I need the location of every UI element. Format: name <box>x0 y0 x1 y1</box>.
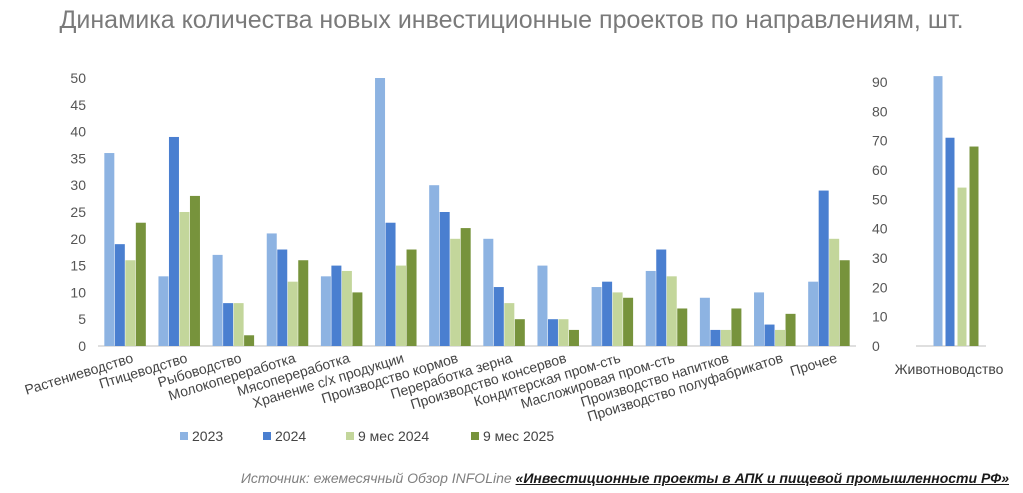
right-y-tick-label: 90 <box>872 74 888 90</box>
bar-растениеводство-2024 <box>114 244 125 346</box>
bar-птицеводство-9-мес-2025 <box>189 195 200 346</box>
bar-производство-напитков-2023 <box>699 297 710 346</box>
right-y-tick-label: 0 <box>872 338 880 354</box>
legend-swatch-2024 <box>263 432 271 440</box>
bar-молокопереработка-9-мес-2025 <box>298 260 309 346</box>
y-tick-label: 45 <box>70 97 86 113</box>
y-tick-label: 10 <box>70 284 86 300</box>
bar-хранение-с-х-продукции-9-мес-2025 <box>406 249 417 346</box>
source-note: Источник: ежемесячный Обзор INFOLine «Ин… <box>241 470 1009 486</box>
bar-переработка-зерна-9-мес-2025 <box>514 319 525 346</box>
bar-кондитерская-пром-сть-9-мес-2024 <box>612 292 623 346</box>
bar-растениеводство-2023 <box>104 153 115 346</box>
x-category-label: Прочее <box>788 350 839 379</box>
bar-молокопереработка-2024 <box>277 249 288 346</box>
bar-производство-напитков-2024 <box>710 329 721 346</box>
bar-птицеводство-9-мес-2024 <box>179 212 190 346</box>
bar-рыбоводство-2023 <box>212 254 223 346</box>
bar-хранение-с-х-продукции-2023 <box>375 78 386 346</box>
bar-птицеводство-2024 <box>168 136 179 346</box>
bar-производство-полуфабрикатов-9-мес-2024 <box>775 329 786 346</box>
source-link[interactable]: «Инвестиционные проекты в АПК и пищевой … <box>515 470 1009 486</box>
bar-животноводство-2024 <box>945 137 955 346</box>
right-y-tick-label: 50 <box>872 191 888 207</box>
legend-swatch-9-мес-2024 <box>346 432 354 440</box>
bar-масложировая-пром-сть-2023 <box>645 270 656 346</box>
right-y-tick-label: 30 <box>872 250 888 266</box>
bar-производство-полуфабрикатов-9-мес-2025 <box>785 313 796 346</box>
y-tick-label: 50 <box>70 70 86 86</box>
bar-переработка-зерна-2024 <box>493 287 504 346</box>
bar-прочее-9-мес-2024 <box>829 238 840 346</box>
bar-масложировая-пром-сть-2024 <box>656 249 667 346</box>
right-y-tick-label: 40 <box>872 221 888 237</box>
bar-мясопереработка-2023 <box>320 276 331 346</box>
bar-кондитерская-пром-сть-2023 <box>591 287 602 346</box>
bar-производство-консервов-9-мес-2024 <box>558 319 569 346</box>
chart-title: Динамика количества новых инвестиционные… <box>59 6 964 34</box>
bar-кондитерская-пром-сть-9-мес-2025 <box>623 297 634 346</box>
bar-производство-кормов-2023 <box>429 185 440 346</box>
bar-прочее-9-мес-2025 <box>839 260 850 346</box>
bar-рыбоводство-9-мес-2025 <box>244 335 255 346</box>
bar-производство-кормов-9-мес-2025 <box>460 228 471 346</box>
bar-кондитерская-пром-сть-2024 <box>602 281 613 346</box>
y-tick-label: 40 <box>70 124 86 140</box>
bar-хранение-с-х-продукции-2024 <box>385 222 396 346</box>
y-tick-label: 0 <box>78 338 86 354</box>
bar-прочее-2024 <box>818 190 829 346</box>
bar-производство-кормов-9-мес-2024 <box>450 238 461 346</box>
chart-canvas: 05101520253035404550РастениеводствоПтице… <box>23 70 1004 444</box>
bar-производство-напитков-9-мес-2025 <box>731 308 742 346</box>
y-tick-label: 5 <box>78 311 86 327</box>
bar-масложировая-пром-сть-9-мес-2024 <box>666 276 677 346</box>
bar-молокопереработка-9-мес-2024 <box>287 281 298 346</box>
bar-рыбоводство-2024 <box>223 303 234 346</box>
bar-птицеводство-2023 <box>158 276 169 346</box>
y-tick-label: 15 <box>70 258 86 274</box>
x-category-label: Животноводство <box>895 361 1004 377</box>
y-tick-label: 35 <box>70 150 86 166</box>
bar-хранение-с-х-продукции-9-мес-2024 <box>396 265 407 346</box>
bar-переработка-зерна-2023 <box>483 238 494 346</box>
right-y-tick-label: 20 <box>872 279 888 295</box>
legend-label-2024: 2024 <box>275 428 306 444</box>
bar-животноводство-2023 <box>933 76 943 346</box>
legend-label-9-мес-2024: 9 мес 2024 <box>358 428 429 444</box>
legend-swatch-2023 <box>180 432 188 440</box>
source-prefix: Источник: ежемесячный Обзор INFOLine <box>240 470 516 486</box>
bar-мясопереработка-2024 <box>331 265 342 346</box>
bar-мясопереработка-9-мес-2025 <box>352 292 363 346</box>
bar-производство-напитков-9-мес-2024 <box>720 329 731 346</box>
bar-растениеводство-9-мес-2025 <box>135 222 146 346</box>
y-tick-label: 25 <box>70 204 86 220</box>
bar-животноводство-9-мес-2025 <box>969 146 979 346</box>
bar-растениеводство-9-мес-2024 <box>125 260 136 346</box>
bar-масложировая-пром-сть-9-мес-2025 <box>677 308 688 346</box>
bar-рыбоводство-9-мес-2024 <box>233 303 244 346</box>
legend-label-9-мес-2025: 9 мес 2025 <box>483 428 554 444</box>
bar-мясопереработка-9-мес-2024 <box>341 270 352 346</box>
bar-животноводство-9-мес-2024 <box>957 187 967 346</box>
y-tick-label: 30 <box>70 177 86 193</box>
bar-прочее-2023 <box>808 281 819 346</box>
bar-производство-консервов-2023 <box>537 265 548 346</box>
bar-производство-кормов-2024 <box>439 212 450 346</box>
legend-swatch-9-мес-2025 <box>471 432 479 440</box>
right-y-tick-label: 70 <box>872 133 888 149</box>
bar-переработка-зерна-9-мес-2024 <box>504 303 515 346</box>
bar-производство-полуфабрикатов-2023 <box>754 292 765 346</box>
right-y-tick-label: 60 <box>872 162 888 178</box>
right-y-tick-label: 10 <box>872 309 888 325</box>
y-tick-label: 20 <box>70 231 86 247</box>
bar-производство-полуфабрикатов-2024 <box>764 324 775 346</box>
right-y-tick-label: 80 <box>872 103 888 119</box>
legend-label-2023: 2023 <box>192 428 223 444</box>
bar-молокопереработка-2023 <box>266 233 277 346</box>
bar-производство-консервов-9-мес-2025 <box>568 329 579 346</box>
bar-производство-консервов-2024 <box>547 319 558 346</box>
